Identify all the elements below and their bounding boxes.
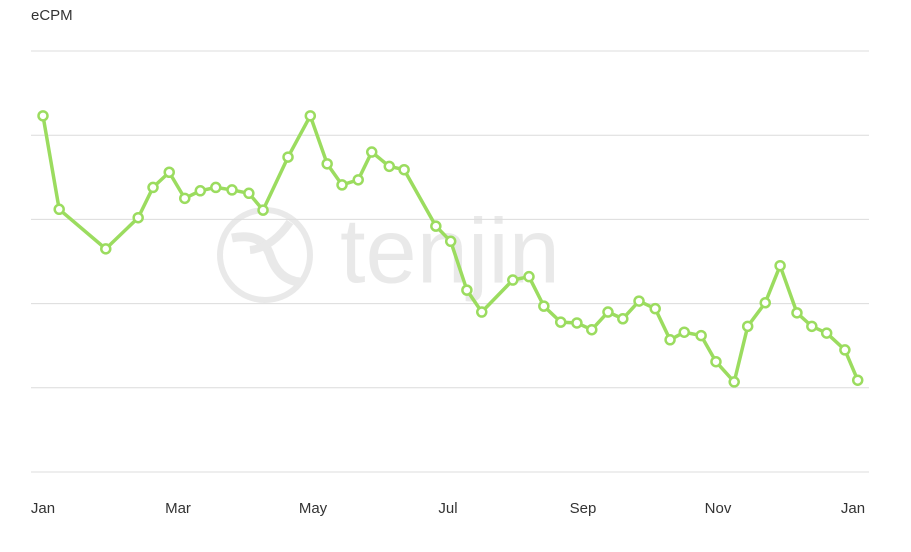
point	[839, 344, 851, 356]
point	[461, 284, 473, 296]
point	[398, 163, 410, 176]
x-tick-label: Jan	[841, 500, 865, 517]
point	[571, 317, 583, 329]
watermark-text: tenjin	[340, 200, 560, 302]
point	[774, 259, 786, 272]
point	[476, 306, 488, 318]
point	[759, 297, 771, 309]
point	[53, 203, 65, 216]
point	[678, 326, 690, 338]
point	[851, 374, 864, 386]
point	[37, 110, 49, 122]
point	[507, 274, 519, 286]
point	[741, 320, 754, 333]
point	[586, 323, 598, 336]
point	[243, 187, 255, 200]
point	[226, 184, 238, 196]
x-tick-label: Sep	[570, 500, 597, 517]
point	[710, 355, 722, 368]
point	[194, 185, 207, 197]
x-tick-label: Jan	[31, 500, 55, 517]
point	[791, 307, 803, 319]
point	[257, 204, 269, 216]
x-tick-label: Jul	[438, 500, 457, 517]
point	[163, 166, 175, 178]
x-tick-label: Nov	[705, 500, 732, 517]
point	[633, 295, 645, 307]
point	[728, 376, 740, 388]
point	[100, 243, 112, 255]
point	[352, 174, 364, 186]
watermark-logo	[217, 207, 313, 303]
point	[538, 300, 550, 312]
point	[430, 220, 442, 232]
point	[179, 192, 191, 205]
point	[383, 160, 396, 173]
point	[695, 329, 707, 342]
x-tick-label: May	[299, 500, 328, 517]
chart-title: eCPM	[31, 7, 73, 24]
point	[617, 313, 629, 325]
point	[806, 320, 818, 333]
point	[282, 151, 294, 163]
point	[132, 211, 144, 224]
point	[820, 327, 833, 339]
point	[147, 181, 159, 194]
point	[336, 179, 348, 191]
point	[664, 334, 676, 346]
point	[365, 146, 378, 158]
point	[602, 306, 614, 318]
point	[444, 235, 457, 248]
point	[321, 158, 333, 170]
x-tick-label: Mar	[165, 500, 191, 517]
point	[210, 181, 222, 194]
point	[649, 302, 661, 315]
point	[554, 316, 567, 328]
point	[304, 110, 317, 122]
point	[523, 270, 535, 283]
